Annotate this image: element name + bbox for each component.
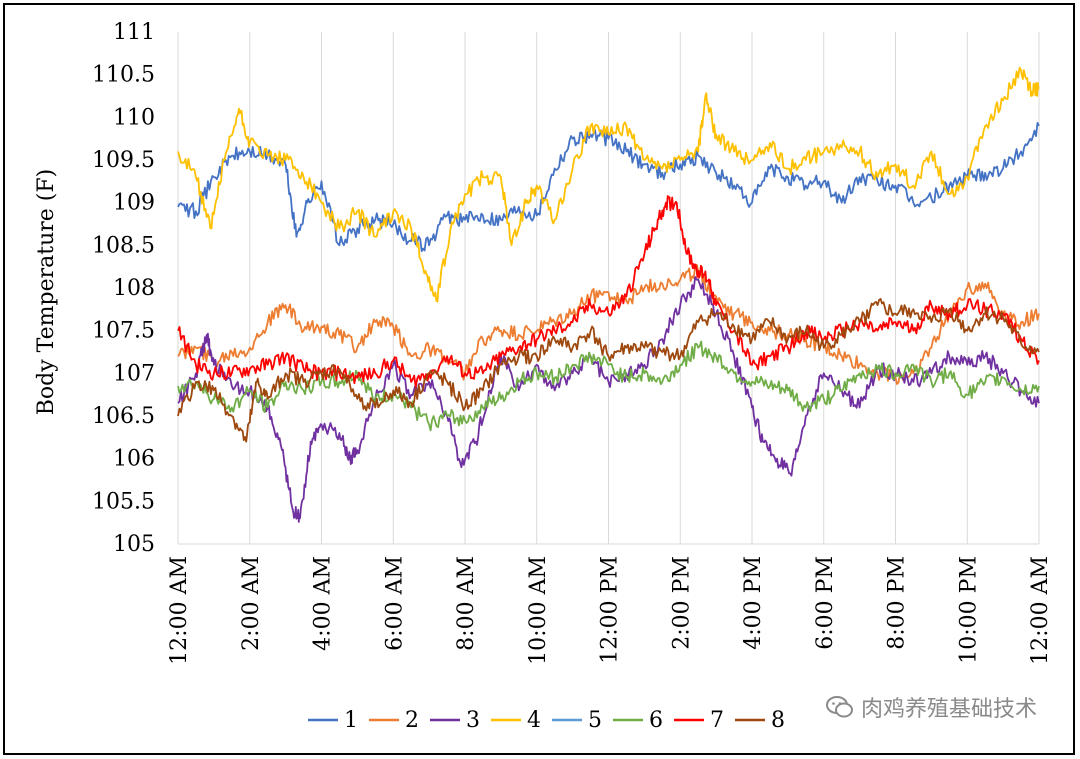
chart-frame: 105 105.5 106 106.5 107 107.5 108 108.5 109 109.5… (3, 3, 1075, 755)
y-tick-label: 106 (113, 447, 155, 472)
series-line-2 (177, 263, 1040, 386)
legend-label-2: 2 (405, 708, 419, 733)
legend-label-7: 7 (710, 708, 724, 733)
x-tick-label: 12:00 AM (1028, 556, 1053, 665)
series-line-6 (177, 340, 1040, 432)
legend-label-8: 8 (771, 708, 785, 733)
y-tick-label: 105.5 (92, 489, 155, 514)
y-tick-label: 108 (113, 276, 155, 301)
x-tick-label: 4:00 AM (311, 556, 336, 651)
y-tick-label: 108.5 (92, 233, 155, 258)
x-tick-label: 6:00 AM (382, 556, 407, 651)
y-tick-label: 109.5 (92, 148, 155, 173)
x-tick-label: 12:00 AM (167, 556, 192, 665)
y-tick-label: 107 (113, 361, 155, 386)
y-tick-label: 110.5 (92, 63, 155, 88)
x-tick-labels: 12:00 AM 2:00 AM 4:00 AM 6:00 AM 8:00 AM 10:0… (167, 556, 1053, 665)
x-tick-label: 10:00 PM (956, 556, 981, 664)
y-tick-label: 105 (113, 532, 155, 557)
legend-label-3: 3 (466, 708, 480, 733)
legend-label-4: 4 (527, 708, 541, 733)
x-tick-label: 6:00 PM (813, 556, 838, 650)
series-lines (177, 66, 1040, 523)
x-tick-label: 2:00 PM (669, 556, 694, 650)
series-line-1 (177, 122, 1040, 253)
series-line-4 (177, 66, 1040, 303)
legend-label-1: 1 (344, 708, 358, 733)
y-tick-label: 106.5 (92, 404, 155, 429)
x-tick-label: 12:00 PM (598, 556, 623, 664)
y-tick-label: 107.5 (92, 319, 155, 344)
grid-lines (177, 32, 1040, 544)
legend-label-5: 5 (588, 708, 602, 733)
x-tick-label: 4:00 PM (741, 556, 766, 650)
y-tick-label: 110 (113, 105, 155, 130)
wechat-icon (825, 696, 853, 718)
x-tick-label: 8:00 AM (454, 556, 479, 651)
x-tick-label: 8:00 PM (885, 556, 910, 650)
watermark-text: 肉鸡养殖基础技术 (860, 697, 1037, 722)
x-tick-label: 2:00 AM (239, 556, 264, 651)
line-chart: 105 105.5 106 106.5 107 107.5 108 108.5 109 109.5… (34, 20, 1053, 733)
legend: 1 2 3 4 5 6 7 8 (308, 708, 785, 733)
y-tick-label: 111 (113, 20, 155, 45)
x-tick-label: 10:00 AM (526, 556, 551, 665)
y-axis-label: Body Temperature (F) (34, 169, 59, 415)
series-line-8 (177, 297, 1040, 443)
legend-label-6: 6 (649, 708, 663, 733)
y-tick-label: 109 (113, 191, 155, 216)
watermark: 肉鸡养殖基础技术 (825, 691, 1037, 723)
y-tick-labels: 105 105.5 106 106.5 107 107.5 108 108.5 109 109.5… (92, 20, 155, 557)
